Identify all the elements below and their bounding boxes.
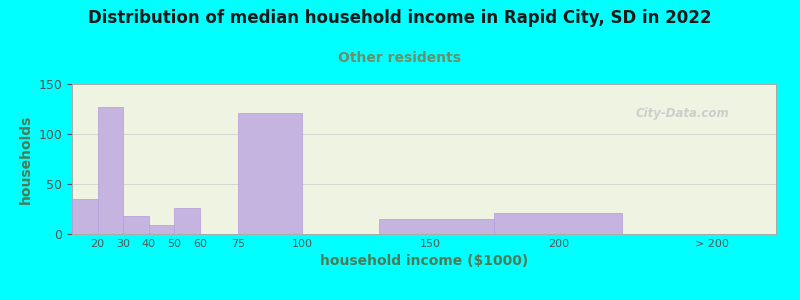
Bar (72, 199, 98, 234)
Bar (149, 225, 174, 234)
Text: Other residents: Other residents (338, 51, 462, 65)
Text: Distribution of median household income in Rapid City, SD in 2022: Distribution of median household income … (88, 9, 712, 27)
X-axis label: household income ($1000): household income ($1000) (320, 254, 528, 268)
Bar (98, 107, 123, 234)
Text: City-Data.com: City-Data.com (635, 107, 729, 121)
Bar (494, 213, 622, 234)
Bar (123, 216, 149, 234)
Bar (379, 219, 494, 234)
Bar (174, 208, 200, 234)
Bar (238, 113, 302, 234)
Y-axis label: households: households (19, 114, 33, 204)
